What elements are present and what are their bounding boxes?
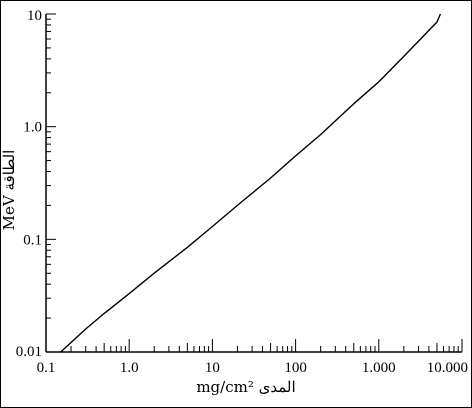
series-group	[60, 13, 442, 353]
y-tick-label: 1.0	[23, 120, 42, 136]
x-tick-label: 1.0	[120, 360, 139, 376]
x-tick-label: 10	[205, 360, 220, 376]
y-tick-label: 0.01	[16, 344, 42, 360]
energy-range-curve	[60, 13, 442, 353]
ticks	[45, 13, 463, 353]
y-axis-title: الطاقة MeV	[0, 150, 18, 231]
y-tick-label: 10	[27, 8, 42, 24]
x-tick-label: 1.000	[362, 360, 396, 376]
axes	[45, 14, 462, 353]
y-tick-label: 0.1	[23, 232, 42, 248]
x-axis-title: المدى mg/cm²	[196, 378, 295, 396]
x-tick-label: 100	[284, 360, 307, 376]
x-tick-label: 0.1	[37, 360, 56, 376]
x-tick-label: 10.000	[427, 360, 468, 376]
